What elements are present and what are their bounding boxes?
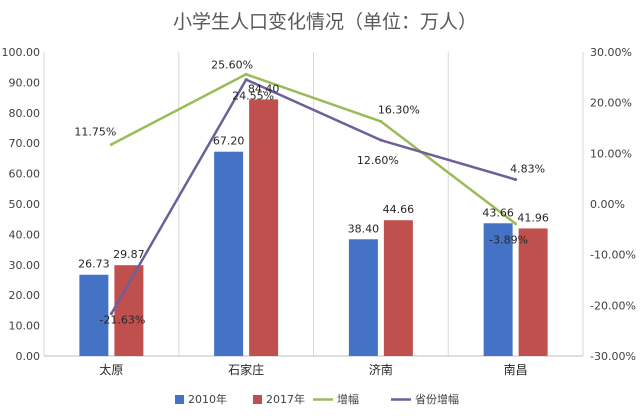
line-series-b (110, 78, 516, 315)
legend-swatch (253, 395, 262, 404)
y-left-tick-label: 80.00 (9, 107, 41, 120)
x-category-label: 南昌 (504, 362, 528, 377)
y-right-tick-label: 20.00% (590, 97, 632, 110)
line-point (109, 312, 113, 316)
x-category-label: 济南 (369, 362, 393, 377)
bar-series-b (383, 220, 413, 356)
bar-value-label: 41.96 (517, 211, 549, 224)
line-value-label: 12.60% (357, 154, 399, 167)
line-point (514, 178, 518, 182)
bar-value-label: 43.66 (482, 206, 514, 219)
line-point (244, 78, 248, 82)
y-left-tick-label: 30.00 (9, 259, 41, 272)
chart-title: 小学生人口变化情况（单位：万人） (173, 11, 477, 33)
line-point (514, 222, 518, 226)
gridlines (43, 52, 584, 356)
bar-value-label: 44.66 (383, 203, 415, 216)
line-value-label: 16.30% (378, 103, 420, 116)
legend-label: 省份增幅 (415, 392, 459, 406)
y-left-tick-label: 0.00 (16, 350, 41, 363)
line-value-label: 11.75% (74, 125, 116, 138)
line-value-label: 24.55% (232, 90, 274, 103)
bar-series-a (79, 274, 109, 356)
y-right-tick-label: -10.00% (590, 249, 636, 262)
bar-series-b (249, 99, 279, 356)
bar-value-label: 84.40 (248, 82, 280, 95)
line-point (379, 119, 383, 123)
y-left-tick-label: 20.00 (9, 289, 41, 302)
bar-series-b (114, 265, 144, 356)
y-left-tick-label: 60.00 (9, 168, 41, 181)
y-right-tick-label: -20.00% (590, 299, 636, 312)
bar-series-a (214, 151, 244, 356)
y-left-tick-label: 100.00 (2, 46, 41, 59)
y-left-tick-label: 70.00 (9, 137, 41, 150)
x-category-label: 石家庄 (228, 362, 264, 377)
line-point (244, 72, 248, 76)
y-right-tick-label: 10.00% (590, 147, 632, 160)
y-left-tick-label: 50.00 (9, 198, 41, 211)
y-right-tick-label: -30.00% (590, 350, 636, 363)
line-value-label: -21.63% (99, 314, 145, 327)
legend-label: 增幅 (337, 392, 359, 406)
line-value-label: 25.60% (211, 58, 253, 71)
bar-series-a (348, 239, 378, 356)
line-point (109, 142, 113, 146)
y-left-tick-label: 10.00 (9, 320, 41, 333)
bar-series-a (483, 223, 513, 356)
legend-label: 2010年 (188, 392, 227, 406)
legend-label: 2017年 (266, 392, 305, 406)
bar-series (79, 99, 548, 356)
y-right-tick-label: 0.00% (590, 198, 625, 211)
line-value-label: -3.89% (489, 234, 528, 247)
bar-value-label: 67.20 (213, 135, 245, 148)
bar-value-label: 29.87 (113, 248, 145, 261)
y-right-tick-label: 30.00% (590, 46, 632, 59)
y-left-tick-label: 90.00 (9, 76, 41, 89)
line-series (109, 72, 518, 316)
x-category-label: 太原 (99, 362, 123, 377)
legend-swatch (175, 395, 184, 404)
legend: 2010年 2017年 增幅 省份增幅 (175, 392, 459, 406)
bar-value-label: 26.73 (78, 258, 110, 271)
line-value-label: 4.83% (510, 163, 545, 176)
line-point (379, 138, 383, 142)
bar-value-label: 38.40 (348, 222, 380, 235)
data-labels: 26.73 67.20 38.40 43.66 29.87 84.40 44.66 41.96… (74, 58, 548, 326)
y-left-tick-label: 40.00 (9, 228, 41, 241)
bar-series-b (518, 228, 548, 356)
line-series-a (110, 73, 517, 225)
